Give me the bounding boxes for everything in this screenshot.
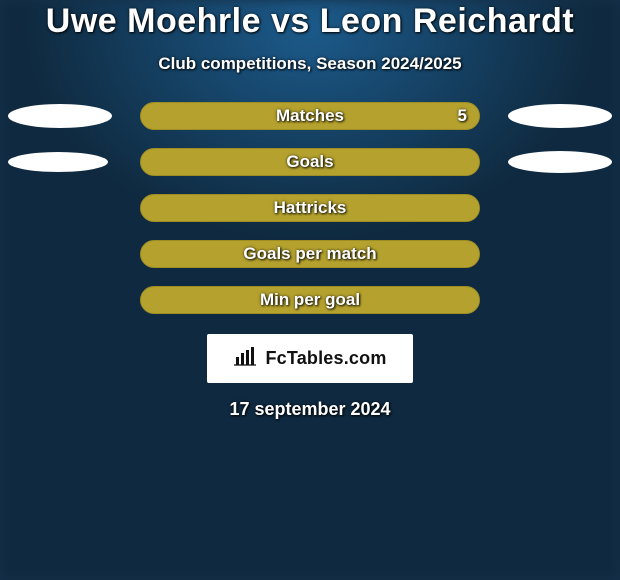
stat-label: Goals per match bbox=[141, 244, 479, 264]
stat-value-right: 5 bbox=[458, 106, 467, 126]
stat-label: Min per goal bbox=[141, 290, 479, 310]
logo-card: FcTables.com bbox=[207, 334, 412, 383]
infographic-content: Uwe Moehrle vs Leon Reichardt Club compe… bbox=[0, 0, 620, 580]
stat-row: Matches5 bbox=[0, 102, 620, 130]
stat-bar: Goals bbox=[140, 148, 480, 176]
stat-label: Matches bbox=[141, 106, 479, 126]
left-ellipse bbox=[8, 104, 112, 128]
right-ellipse bbox=[508, 104, 612, 128]
stat-bar: Min per goal bbox=[140, 286, 480, 314]
stat-bar: Matches5 bbox=[140, 102, 480, 130]
barchart-icon bbox=[233, 346, 257, 371]
page-title: Uwe Moehrle vs Leon Reichardt bbox=[46, 4, 574, 40]
left-ellipse bbox=[8, 152, 108, 172]
stat-bar: Goals per match bbox=[140, 240, 480, 268]
logo-text: FcTables.com bbox=[265, 348, 386, 369]
date-label: 17 september 2024 bbox=[229, 399, 390, 420]
stat-row: Goals bbox=[0, 148, 620, 176]
stat-bar: Hattricks bbox=[140, 194, 480, 222]
stat-label: Hattricks bbox=[141, 198, 479, 218]
stat-row: Goals per match bbox=[0, 240, 620, 268]
subtitle: Club competitions, Season 2024/2025 bbox=[158, 54, 461, 74]
stat-rows: Matches5 Goals Hattricks Goals per match Min… bbox=[0, 102, 620, 314]
stat-row: Hattricks bbox=[0, 194, 620, 222]
stat-label: Goals bbox=[141, 152, 479, 172]
stat-row: Min per goal bbox=[0, 286, 620, 314]
right-ellipse bbox=[508, 151, 612, 173]
